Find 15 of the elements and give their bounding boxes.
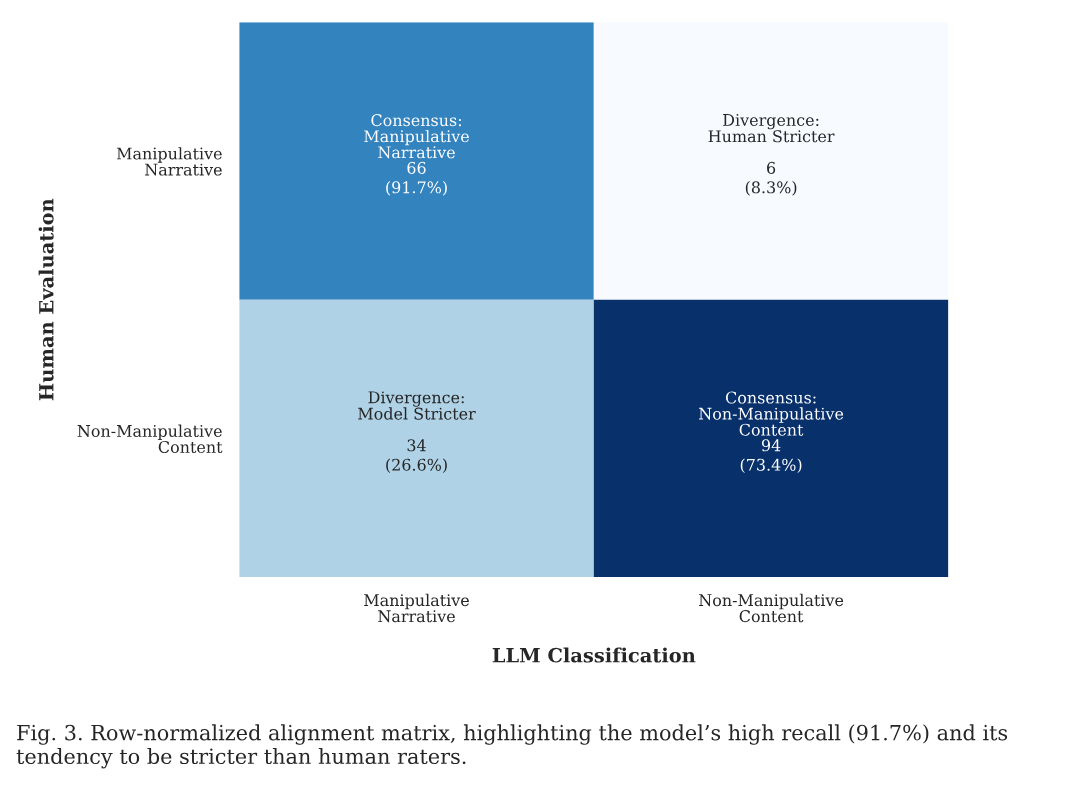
annotation: (73.4%)	[740, 458, 802, 474]
annotation: Consensus: Manipulative Narrative	[364, 114, 469, 159]
data-label: 94	[761, 439, 781, 452]
annotation: Divergence: Human Stricter	[708, 113, 835, 143]
annotation: (8.3%)	[745, 181, 797, 196]
annotation: (91.7%)	[386, 181, 447, 196]
annotation: Consensus: Non-Manipulative Content	[699, 391, 844, 436]
caption: Fig. 3. Row-normalized alignment matrix, highlighting the model’s high recall (91.7%) and its tendency to be stricter than human raters.	[16, 724, 1008, 769]
data-label: 6	[767, 161, 776, 174]
x-axis-title: LLM Classification	[492, 647, 696, 663]
annotation: (26.6%)	[386, 458, 447, 474]
y-axis-title: Human Evaluation	[38, 198, 54, 401]
data-label: 34	[407, 439, 426, 452]
annotation: Divergence: Model Stricter	[358, 391, 476, 420]
data-label: 66	[407, 161, 426, 174]
